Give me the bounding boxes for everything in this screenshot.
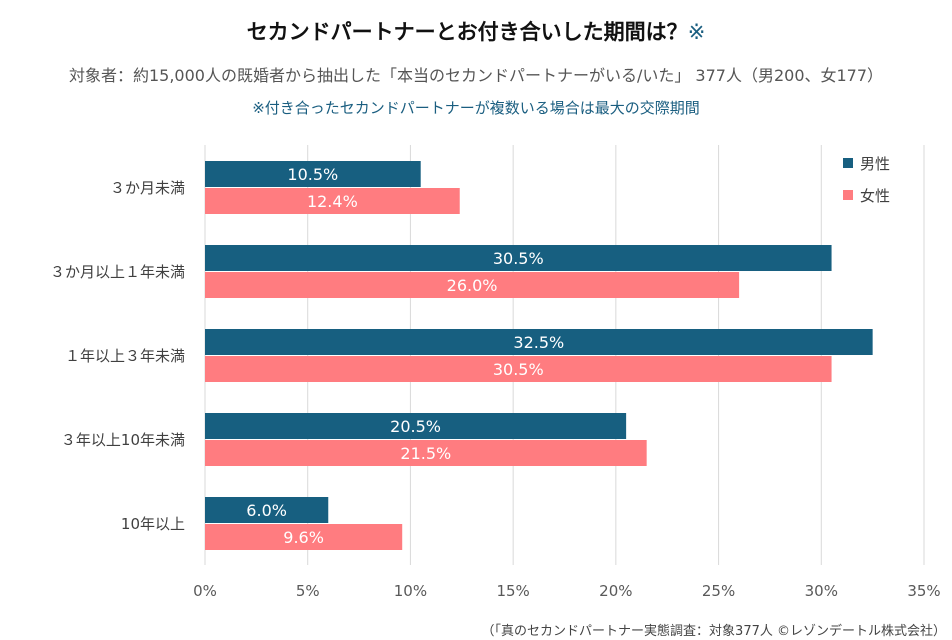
bar-male bbox=[205, 413, 627, 439]
y-category-label: ３か月未満 bbox=[110, 179, 185, 197]
bar-female bbox=[205, 524, 403, 550]
x-tick-label: 30% bbox=[805, 582, 838, 600]
data-label: 20.5% bbox=[390, 417, 441, 436]
data-label: 9.6% bbox=[283, 528, 324, 547]
legend-label: 男性 bbox=[860, 155, 890, 173]
title-text: セカンドパートナーとお付き合いした期間は？ bbox=[246, 20, 688, 44]
x-tick-label: 0% bbox=[193, 582, 217, 600]
x-tick-label: 20% bbox=[599, 582, 632, 600]
chart-note: ※付き合ったセカンドパートナーが複数いる場合は最大の交際期間 bbox=[252, 99, 700, 117]
x-tick-label: 35% bbox=[907, 582, 940, 600]
data-label: 30.5% bbox=[493, 249, 544, 268]
y-category-label: １年以上３年未満 bbox=[65, 347, 185, 365]
legend-swatch bbox=[843, 190, 853, 200]
data-label: 21.5% bbox=[400, 444, 451, 463]
data-label: 6.0% bbox=[246, 501, 287, 520]
data-label: 32.5% bbox=[513, 333, 564, 352]
bar-female bbox=[205, 272, 740, 298]
bar-male bbox=[205, 161, 421, 187]
data-label: 26.0% bbox=[447, 276, 498, 295]
source-credit: （「真のセカンドパートナー実態調査：対象377人 ©レゾンデートル株式会社） bbox=[481, 624, 946, 639]
chart-title: セカンドパートナーとお付き合いした期間は？※ bbox=[0, 16, 952, 46]
chart-subtitle: 対象者：約15,000人の既婚者から抽出した「本当のセカンドパートナーがいる/い… bbox=[68, 66, 884, 85]
x-tick-label: 25% bbox=[702, 582, 735, 600]
data-label: 10.5% bbox=[287, 165, 338, 184]
bar-male bbox=[205, 245, 832, 271]
data-label: 30.5% bbox=[493, 360, 544, 379]
bar-male bbox=[205, 497, 329, 523]
bar-female bbox=[205, 188, 460, 214]
x-tick-label: 10% bbox=[394, 582, 427, 600]
bar-female bbox=[205, 440, 647, 466]
data-label: 12.4% bbox=[307, 192, 358, 211]
x-tick-label: 15% bbox=[496, 582, 529, 600]
bar-female bbox=[205, 356, 832, 382]
legend-label: 女性 bbox=[860, 187, 890, 205]
legend-swatch bbox=[843, 158, 853, 168]
x-tick-label: 5% bbox=[296, 582, 320, 600]
y-category-label: ３年以上10年未満 bbox=[61, 431, 185, 449]
bar-male bbox=[205, 329, 873, 355]
title-mark: ※ bbox=[687, 20, 706, 44]
y-category-label: ３か月以上１年未満 bbox=[50, 263, 185, 281]
y-category-label: 10年以上 bbox=[121, 515, 185, 533]
